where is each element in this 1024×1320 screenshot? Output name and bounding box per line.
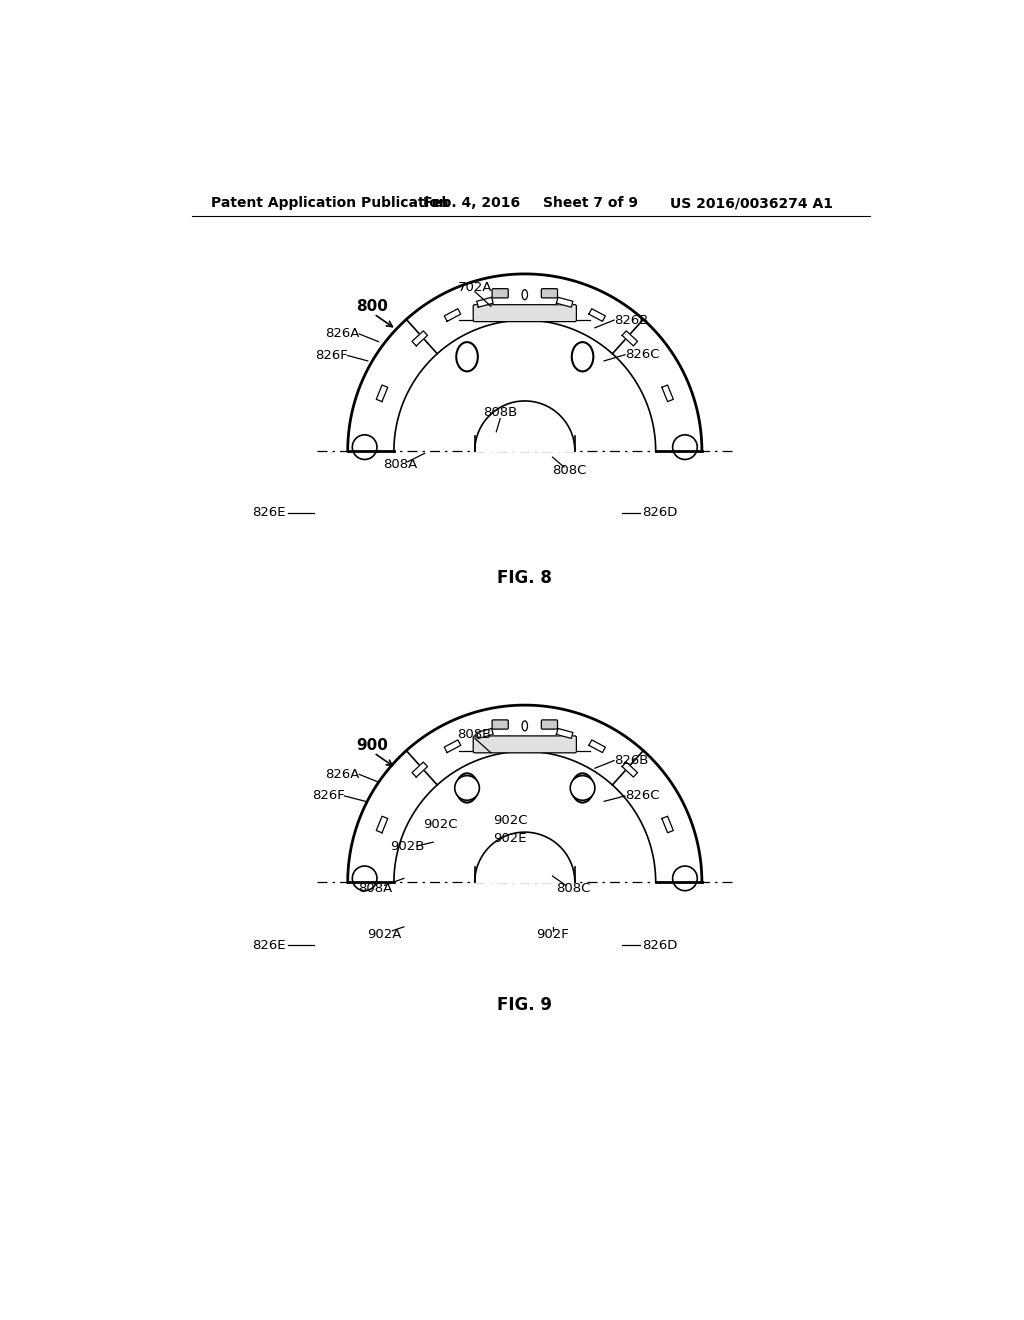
Text: 902B: 902B bbox=[390, 840, 425, 853]
FancyBboxPatch shape bbox=[542, 719, 557, 729]
Text: 808C: 808C bbox=[556, 882, 591, 895]
Text: 808A: 808A bbox=[383, 458, 417, 471]
Polygon shape bbox=[556, 297, 572, 308]
Text: FIG. 8: FIG. 8 bbox=[498, 569, 552, 587]
Text: 808B: 808B bbox=[458, 727, 492, 741]
Ellipse shape bbox=[522, 721, 527, 731]
FancyBboxPatch shape bbox=[473, 737, 577, 752]
Polygon shape bbox=[662, 816, 674, 833]
Text: 826C: 826C bbox=[625, 789, 659, 803]
Text: 800: 800 bbox=[356, 298, 388, 314]
FancyBboxPatch shape bbox=[493, 289, 508, 298]
Polygon shape bbox=[376, 816, 388, 833]
Polygon shape bbox=[556, 729, 572, 738]
Text: 902E: 902E bbox=[494, 832, 527, 845]
FancyBboxPatch shape bbox=[542, 289, 557, 298]
Text: 826D: 826D bbox=[643, 939, 678, 952]
Text: 826F: 826F bbox=[312, 789, 345, 803]
Polygon shape bbox=[589, 309, 605, 321]
Text: 808C: 808C bbox=[552, 463, 587, 477]
Polygon shape bbox=[412, 762, 427, 777]
Polygon shape bbox=[444, 741, 461, 752]
Circle shape bbox=[352, 434, 377, 459]
Circle shape bbox=[455, 776, 479, 800]
Polygon shape bbox=[348, 275, 701, 451]
Text: Feb. 4, 2016: Feb. 4, 2016 bbox=[423, 197, 520, 210]
Circle shape bbox=[673, 866, 697, 891]
Polygon shape bbox=[475, 832, 574, 882]
Polygon shape bbox=[475, 401, 574, 451]
Ellipse shape bbox=[457, 774, 478, 803]
Polygon shape bbox=[348, 705, 701, 882]
Text: Sheet 7 of 9: Sheet 7 of 9 bbox=[543, 197, 638, 210]
Polygon shape bbox=[662, 385, 674, 401]
Text: FIG. 9: FIG. 9 bbox=[498, 997, 552, 1014]
Text: 902A: 902A bbox=[368, 928, 401, 941]
Text: 826E: 826E bbox=[253, 506, 286, 519]
Ellipse shape bbox=[522, 289, 527, 300]
Circle shape bbox=[352, 866, 377, 891]
Text: 826C: 826C bbox=[625, 348, 659, 362]
Polygon shape bbox=[376, 385, 388, 401]
Circle shape bbox=[570, 776, 595, 800]
Text: US 2016/0036274 A1: US 2016/0036274 A1 bbox=[670, 197, 833, 210]
Text: 826E: 826E bbox=[253, 939, 286, 952]
Polygon shape bbox=[623, 762, 638, 777]
Polygon shape bbox=[477, 297, 494, 308]
Text: 902C: 902C bbox=[493, 814, 527, 828]
Polygon shape bbox=[477, 729, 494, 738]
Text: 826D: 826D bbox=[643, 506, 678, 519]
Ellipse shape bbox=[571, 774, 593, 803]
FancyBboxPatch shape bbox=[473, 305, 577, 322]
Text: 900: 900 bbox=[356, 738, 388, 752]
Text: 826B: 826B bbox=[614, 754, 648, 767]
Text: 902C: 902C bbox=[424, 818, 458, 832]
Text: 902F: 902F bbox=[537, 928, 569, 941]
Text: 826A: 826A bbox=[325, 327, 359, 341]
Text: 826F: 826F bbox=[315, 348, 348, 362]
Circle shape bbox=[673, 434, 697, 459]
FancyBboxPatch shape bbox=[493, 719, 508, 729]
Text: 702A: 702A bbox=[458, 281, 492, 294]
Text: 826A: 826A bbox=[325, 768, 359, 781]
Ellipse shape bbox=[571, 342, 593, 371]
Text: 808A: 808A bbox=[358, 882, 392, 895]
Polygon shape bbox=[412, 331, 427, 346]
Text: 826B: 826B bbox=[614, 314, 648, 326]
Polygon shape bbox=[623, 331, 638, 346]
Polygon shape bbox=[589, 741, 605, 752]
Text: 808B: 808B bbox=[483, 407, 517, 418]
Polygon shape bbox=[444, 309, 461, 321]
Ellipse shape bbox=[457, 342, 478, 371]
Text: Patent Application Publication: Patent Application Publication bbox=[211, 197, 450, 210]
